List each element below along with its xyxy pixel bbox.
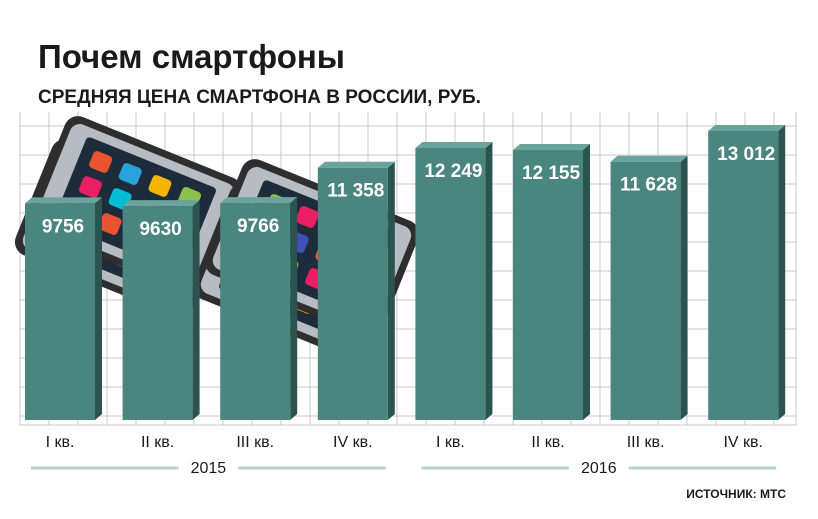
bar-top: [708, 125, 786, 131]
app-icon: [98, 213, 122, 235]
category-label: II кв.: [141, 434, 174, 451]
chart-title: Почем смартфоны: [38, 38, 345, 75]
bar-front: [25, 203, 95, 420]
bar-side: [583, 144, 590, 421]
bar-value-label: 9630: [139, 219, 181, 240]
app-icon: [295, 206, 319, 228]
bar-front: [220, 203, 291, 420]
bar: 11 358: [317, 161, 395, 420]
bars: 9756 9630 9766 11 358 12 249 12 155 11 628 13 0…: [25, 125, 786, 421]
bar-side: [192, 200, 200, 420]
bar-value-label: 11 628: [620, 175, 677, 196]
bar-front: [708, 131, 779, 420]
category-label: III кв.: [627, 434, 665, 451]
year-groups: 2015 2016: [31, 460, 777, 477]
category-label: II кв.: [531, 434, 564, 451]
year-label: 2015: [191, 460, 227, 477]
bar-front: [610, 161, 681, 420]
category-label: IV кв.: [723, 434, 763, 451]
title-panel: [0, 0, 818, 112]
bar: 13 012: [708, 125, 786, 420]
bar: 9766: [220, 197, 298, 420]
bar: 12 249: [415, 141, 493, 421]
app-icon: [79, 176, 102, 198]
bar-top: [513, 144, 590, 151]
app-icon: [148, 175, 172, 197]
bar-top: [610, 155, 688, 162]
bar-value-label: 9756: [42, 216, 84, 237]
category-ticks: I кв. II кв. III кв. IV кв. I кв. II кв. III к…: [46, 434, 763, 451]
bar: 9756: [25, 197, 102, 420]
bar-front: [513, 150, 583, 421]
source-label: ИСТОЧНИК: МТС: [686, 487, 786, 501]
bar-side: [387, 161, 395, 420]
app-icon: [89, 151, 113, 173]
chart-subtitle: СРЕДНЯЯ ЦЕНА СМАРТФОНА В РОССИИ, РУБ.: [38, 87, 481, 108]
bar-side: [290, 197, 298, 420]
bar-value-label: 9766: [237, 216, 279, 237]
bar-front: [317, 167, 388, 420]
app-icon: [118, 163, 142, 185]
bar-value-label: 11 358: [327, 181, 384, 202]
bar-top: [122, 200, 200, 207]
bar: 11 628: [610, 155, 688, 420]
bar-value-label: 13 012: [717, 144, 775, 165]
bar: 9630: [122, 200, 200, 420]
bar-top: [220, 197, 298, 204]
bar-side: [485, 141, 493, 420]
bar-side: [95, 197, 102, 420]
bar-top: [415, 141, 493, 148]
year-label: 2016: [581, 460, 617, 477]
bar-value-label: 12 249: [424, 161, 482, 182]
bar-top: [317, 161, 395, 168]
category-label: IV кв.: [333, 434, 373, 451]
category-label: I кв.: [436, 434, 465, 451]
bar-top: [25, 197, 102, 204]
category-label: I кв.: [46, 434, 75, 451]
category-label: III кв.: [236, 434, 274, 451]
bar-front: [122, 206, 193, 420]
bar-side: [778, 125, 786, 420]
bar: 12 155: [513, 144, 590, 421]
bar-front: [415, 147, 486, 421]
bar-side: [680, 155, 688, 420]
bar-value-label: 12 155: [522, 163, 581, 184]
